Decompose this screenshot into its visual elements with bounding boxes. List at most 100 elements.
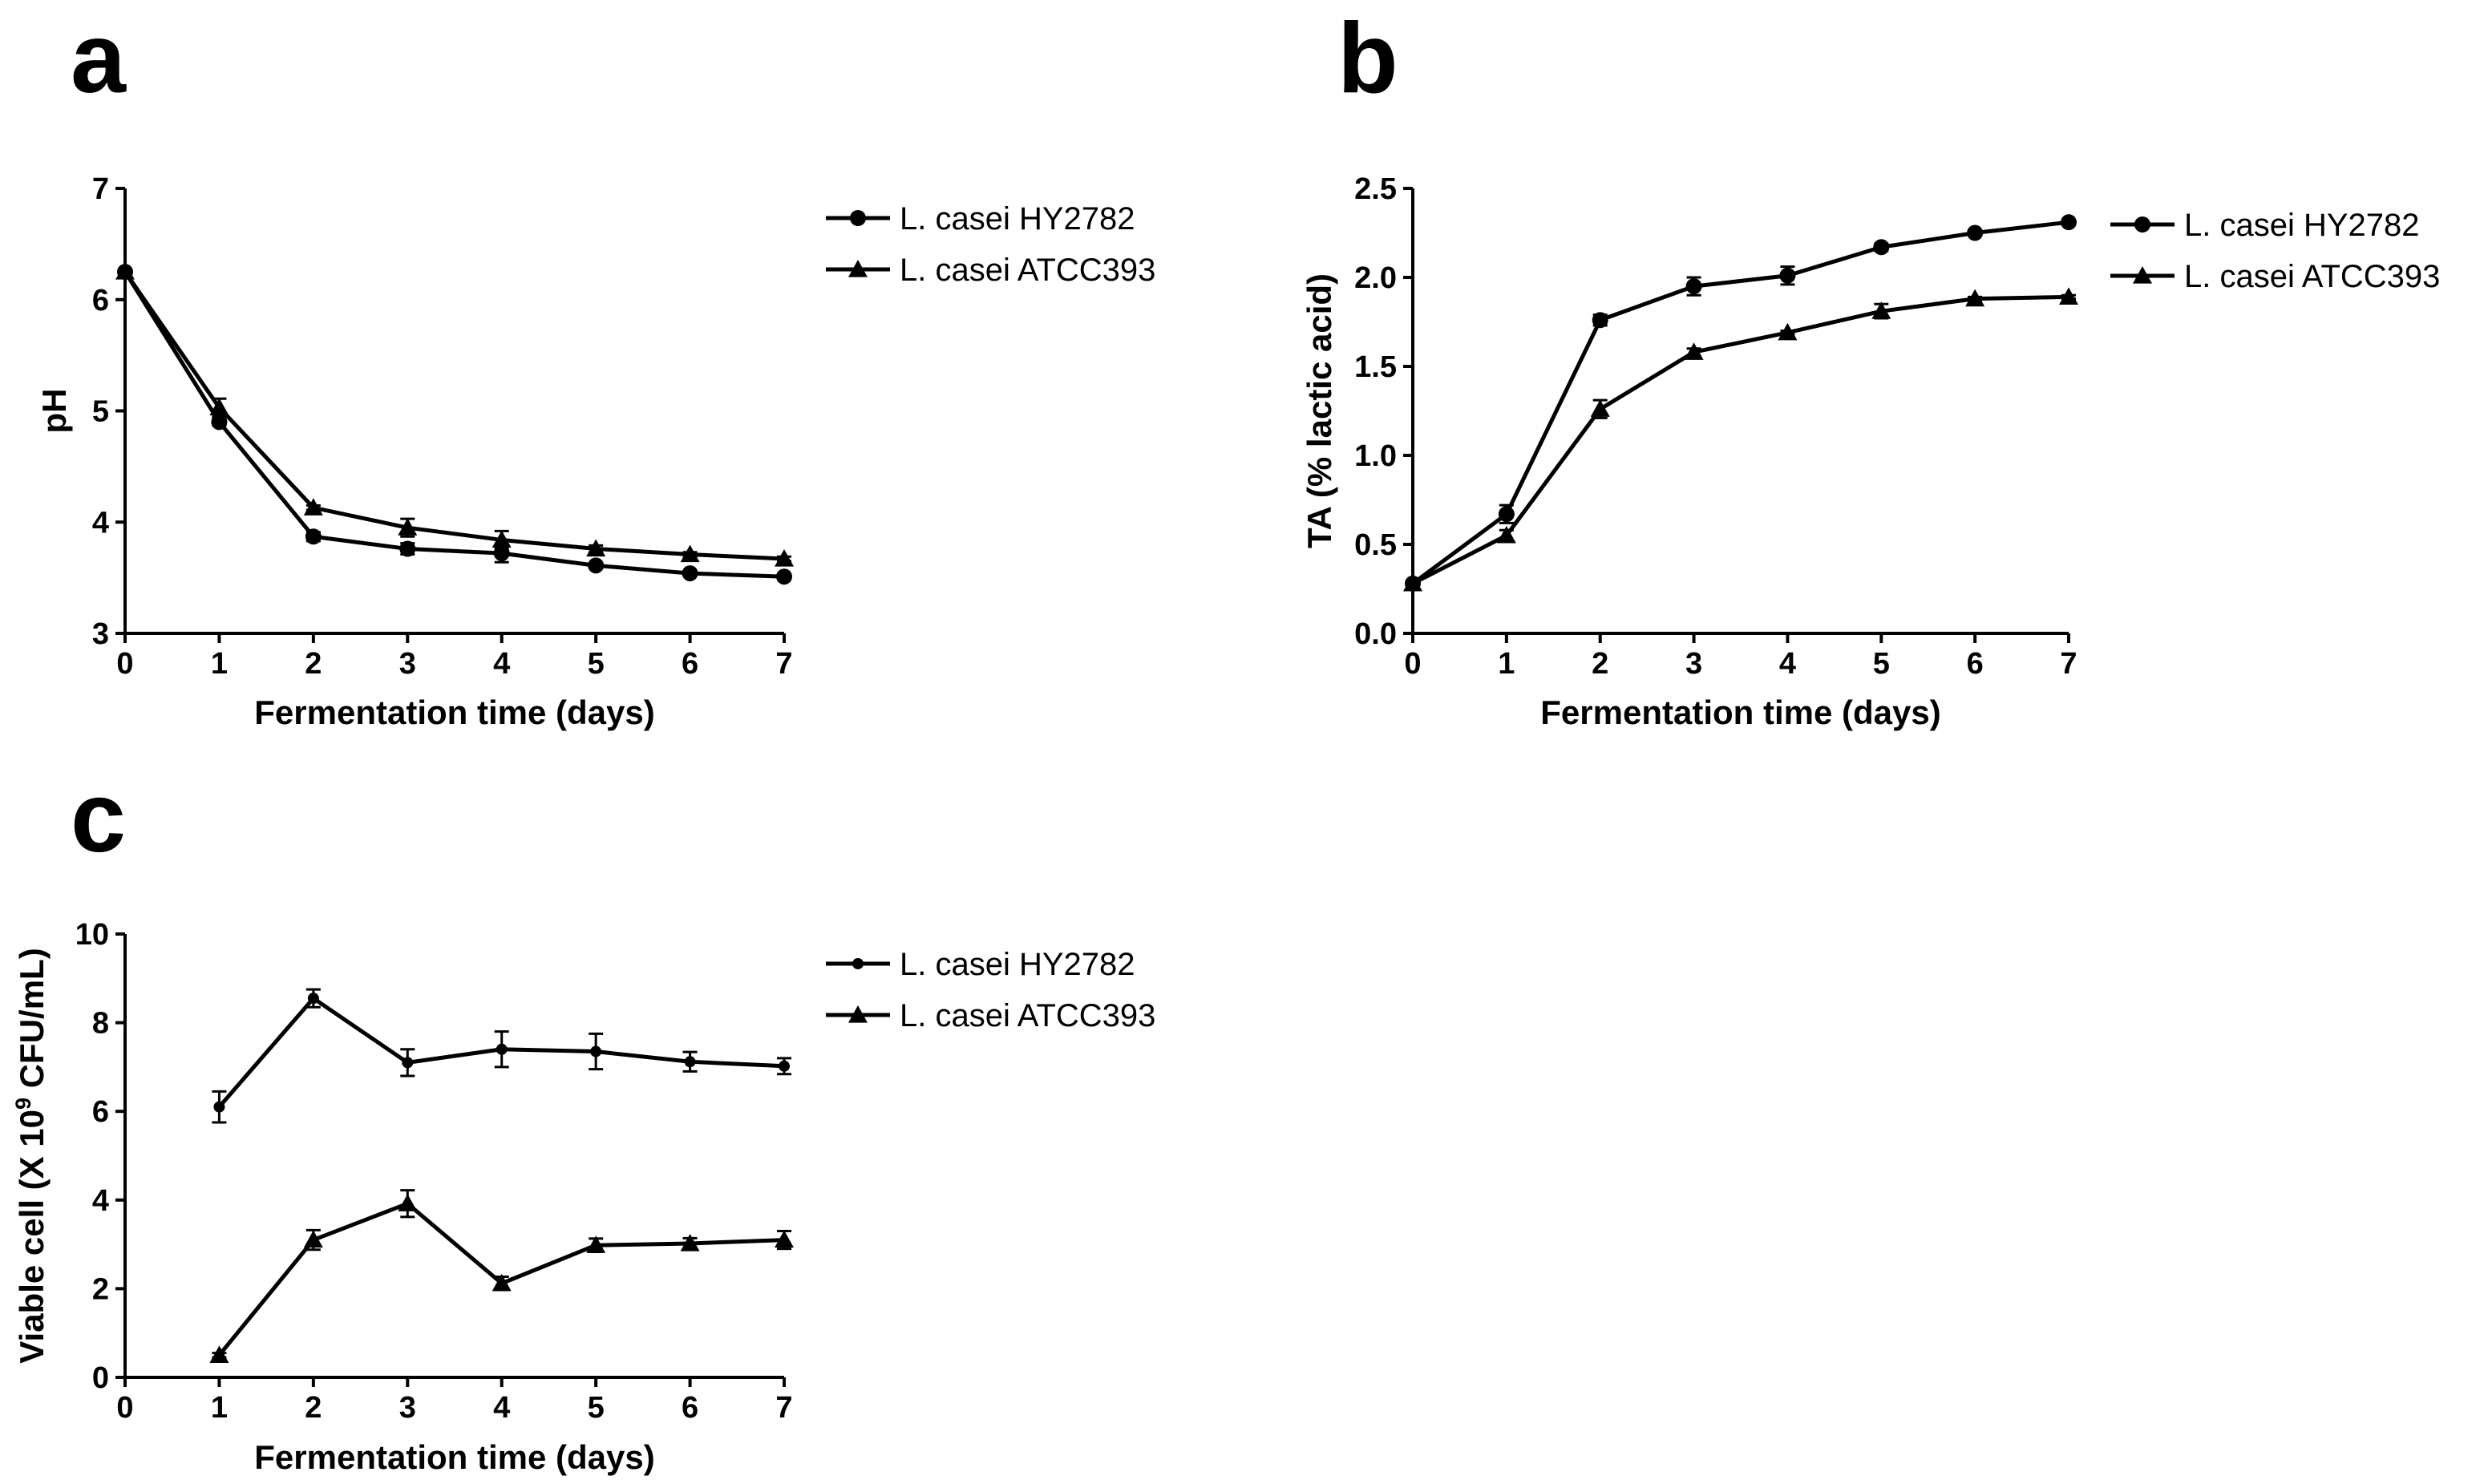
data-point xyxy=(307,993,319,1005)
x-axis-title: Fermentation time (days) xyxy=(254,1438,654,1476)
y-tick-label: 8 xyxy=(92,1007,109,1041)
data-point xyxy=(775,549,794,567)
y-axis-title: Viable cell (X 109 CFU/mL) xyxy=(11,948,51,1363)
panel-label-b: b xyxy=(1337,3,1398,114)
data-point xyxy=(1498,506,1515,523)
y-axis-title-end: CFU/mL) xyxy=(13,948,51,1098)
x-tick-label: 1 xyxy=(1498,647,1515,681)
data-point xyxy=(1779,267,1796,284)
x-tick-label: 6 xyxy=(682,1391,698,1425)
data-point xyxy=(682,565,698,582)
data-point xyxy=(586,1235,606,1253)
x-tick-label: 0 xyxy=(1404,647,1421,681)
data-point xyxy=(1965,289,1985,307)
x-tick-label: 6 xyxy=(1967,647,1984,681)
y-tick-label: 4 xyxy=(92,506,109,540)
x-tick-label: 5 xyxy=(1873,647,1890,681)
x-axis-title: Fermentation time (days) xyxy=(254,693,654,731)
y-tick-label: 1.0 xyxy=(1354,439,1397,473)
data-point xyxy=(398,1194,418,1211)
data-point xyxy=(588,557,605,574)
data-point xyxy=(303,498,323,516)
y-tick-label: 6 xyxy=(92,1095,109,1129)
legend-marker xyxy=(2134,216,2150,233)
x-tick-label: 3 xyxy=(399,1391,416,1425)
legend-label: L. casei HY2782 xyxy=(900,201,1135,237)
y-tick-label: 0.5 xyxy=(1354,528,1397,562)
y-tick-label: 7 xyxy=(92,172,109,206)
y-tick-label: 1.5 xyxy=(1354,350,1397,384)
data-point xyxy=(211,414,228,431)
data-point xyxy=(1592,312,1608,329)
data-point xyxy=(2059,287,2078,305)
x-tick-label: 5 xyxy=(588,1391,605,1425)
data-point xyxy=(213,1101,225,1113)
series-line-0 xyxy=(1411,220,2069,585)
panel-label-a: a xyxy=(71,3,127,114)
y-tick-label: 4 xyxy=(92,1184,109,1218)
legend-label: L. casei HY2782 xyxy=(900,947,1135,982)
x-tick-label: 5 xyxy=(588,647,605,681)
legend-marker xyxy=(2133,266,2152,284)
x-tick-label: 2 xyxy=(305,1391,322,1425)
x-tick-label: 4 xyxy=(1779,647,1796,681)
x-tick-label: 7 xyxy=(775,647,792,681)
data-point xyxy=(209,398,229,415)
series-line-1 xyxy=(123,270,785,561)
y-tick-label: 2 xyxy=(92,1272,109,1306)
data-point xyxy=(586,539,606,557)
panel-label-c: c xyxy=(71,762,126,873)
data-point xyxy=(680,544,700,563)
legend-marker xyxy=(850,210,866,226)
y-tick-label: 10 xyxy=(75,918,109,952)
x-tick-label: 6 xyxy=(682,647,698,681)
y-tick-label: 0.0 xyxy=(1354,617,1397,651)
x-tick-label: 4 xyxy=(493,647,510,681)
y-tick-label: 5 xyxy=(92,395,109,429)
data-point xyxy=(590,1045,602,1057)
y-tick-label: 2.0 xyxy=(1354,261,1397,295)
data-point xyxy=(680,1233,700,1251)
x-tick-label: 7 xyxy=(2060,647,2077,681)
data-point xyxy=(115,262,135,280)
legend-label: L. casei HY2782 xyxy=(2184,208,2420,243)
legend-marker xyxy=(852,958,864,969)
data-point xyxy=(776,568,792,585)
data-point xyxy=(2061,214,2077,231)
legend-marker xyxy=(848,260,868,277)
x-axis-title: Fermentation time (days) xyxy=(1540,693,1940,731)
legend-marker xyxy=(848,1005,868,1023)
data-point xyxy=(303,1230,323,1248)
data-point xyxy=(1684,342,1704,360)
data-point xyxy=(1778,322,1798,341)
x-tick-label: 7 xyxy=(775,1391,792,1425)
data-point xyxy=(209,1345,229,1363)
data-point xyxy=(402,1057,414,1069)
legend-label: L. casei ATCC393 xyxy=(2184,259,2440,294)
chart-panel-b: 0.0 0.5 1.0 1.5 2.0 2.5 0 1 2 3 4 5 6 7 Fermentation t… xyxy=(1301,172,2440,731)
series-line-0 xyxy=(123,270,785,579)
x-tick-label: 4 xyxy=(493,1391,510,1425)
x-tick-label: 0 xyxy=(116,1391,133,1425)
y-tick-label: 6 xyxy=(92,284,109,317)
chart-panel-a: 3 4 5 6 7 0 1 2 3 4 5 6 7 Fermentation time (days) pH L… xyxy=(35,172,1155,731)
data-point xyxy=(305,528,322,545)
data-point xyxy=(779,1060,790,1072)
data-point xyxy=(1685,278,1702,295)
y-tick-label: 0 xyxy=(92,1361,109,1395)
y-axis-title: TA (% lactic acid) xyxy=(1301,273,1338,548)
y-axis-title: pH xyxy=(35,389,73,434)
data-point xyxy=(399,540,416,557)
data-point xyxy=(684,1056,696,1068)
x-tick-label: 1 xyxy=(211,1391,228,1425)
x-tick-label: 2 xyxy=(305,647,322,681)
data-point xyxy=(775,1230,794,1248)
data-point xyxy=(1873,239,1890,256)
data-point xyxy=(1871,301,1891,319)
data-point xyxy=(1496,525,1516,544)
y-tick-label: 3 xyxy=(92,617,109,651)
data-point xyxy=(1403,573,1422,592)
data-point xyxy=(496,1043,508,1055)
series-line-1 xyxy=(1411,294,2069,586)
